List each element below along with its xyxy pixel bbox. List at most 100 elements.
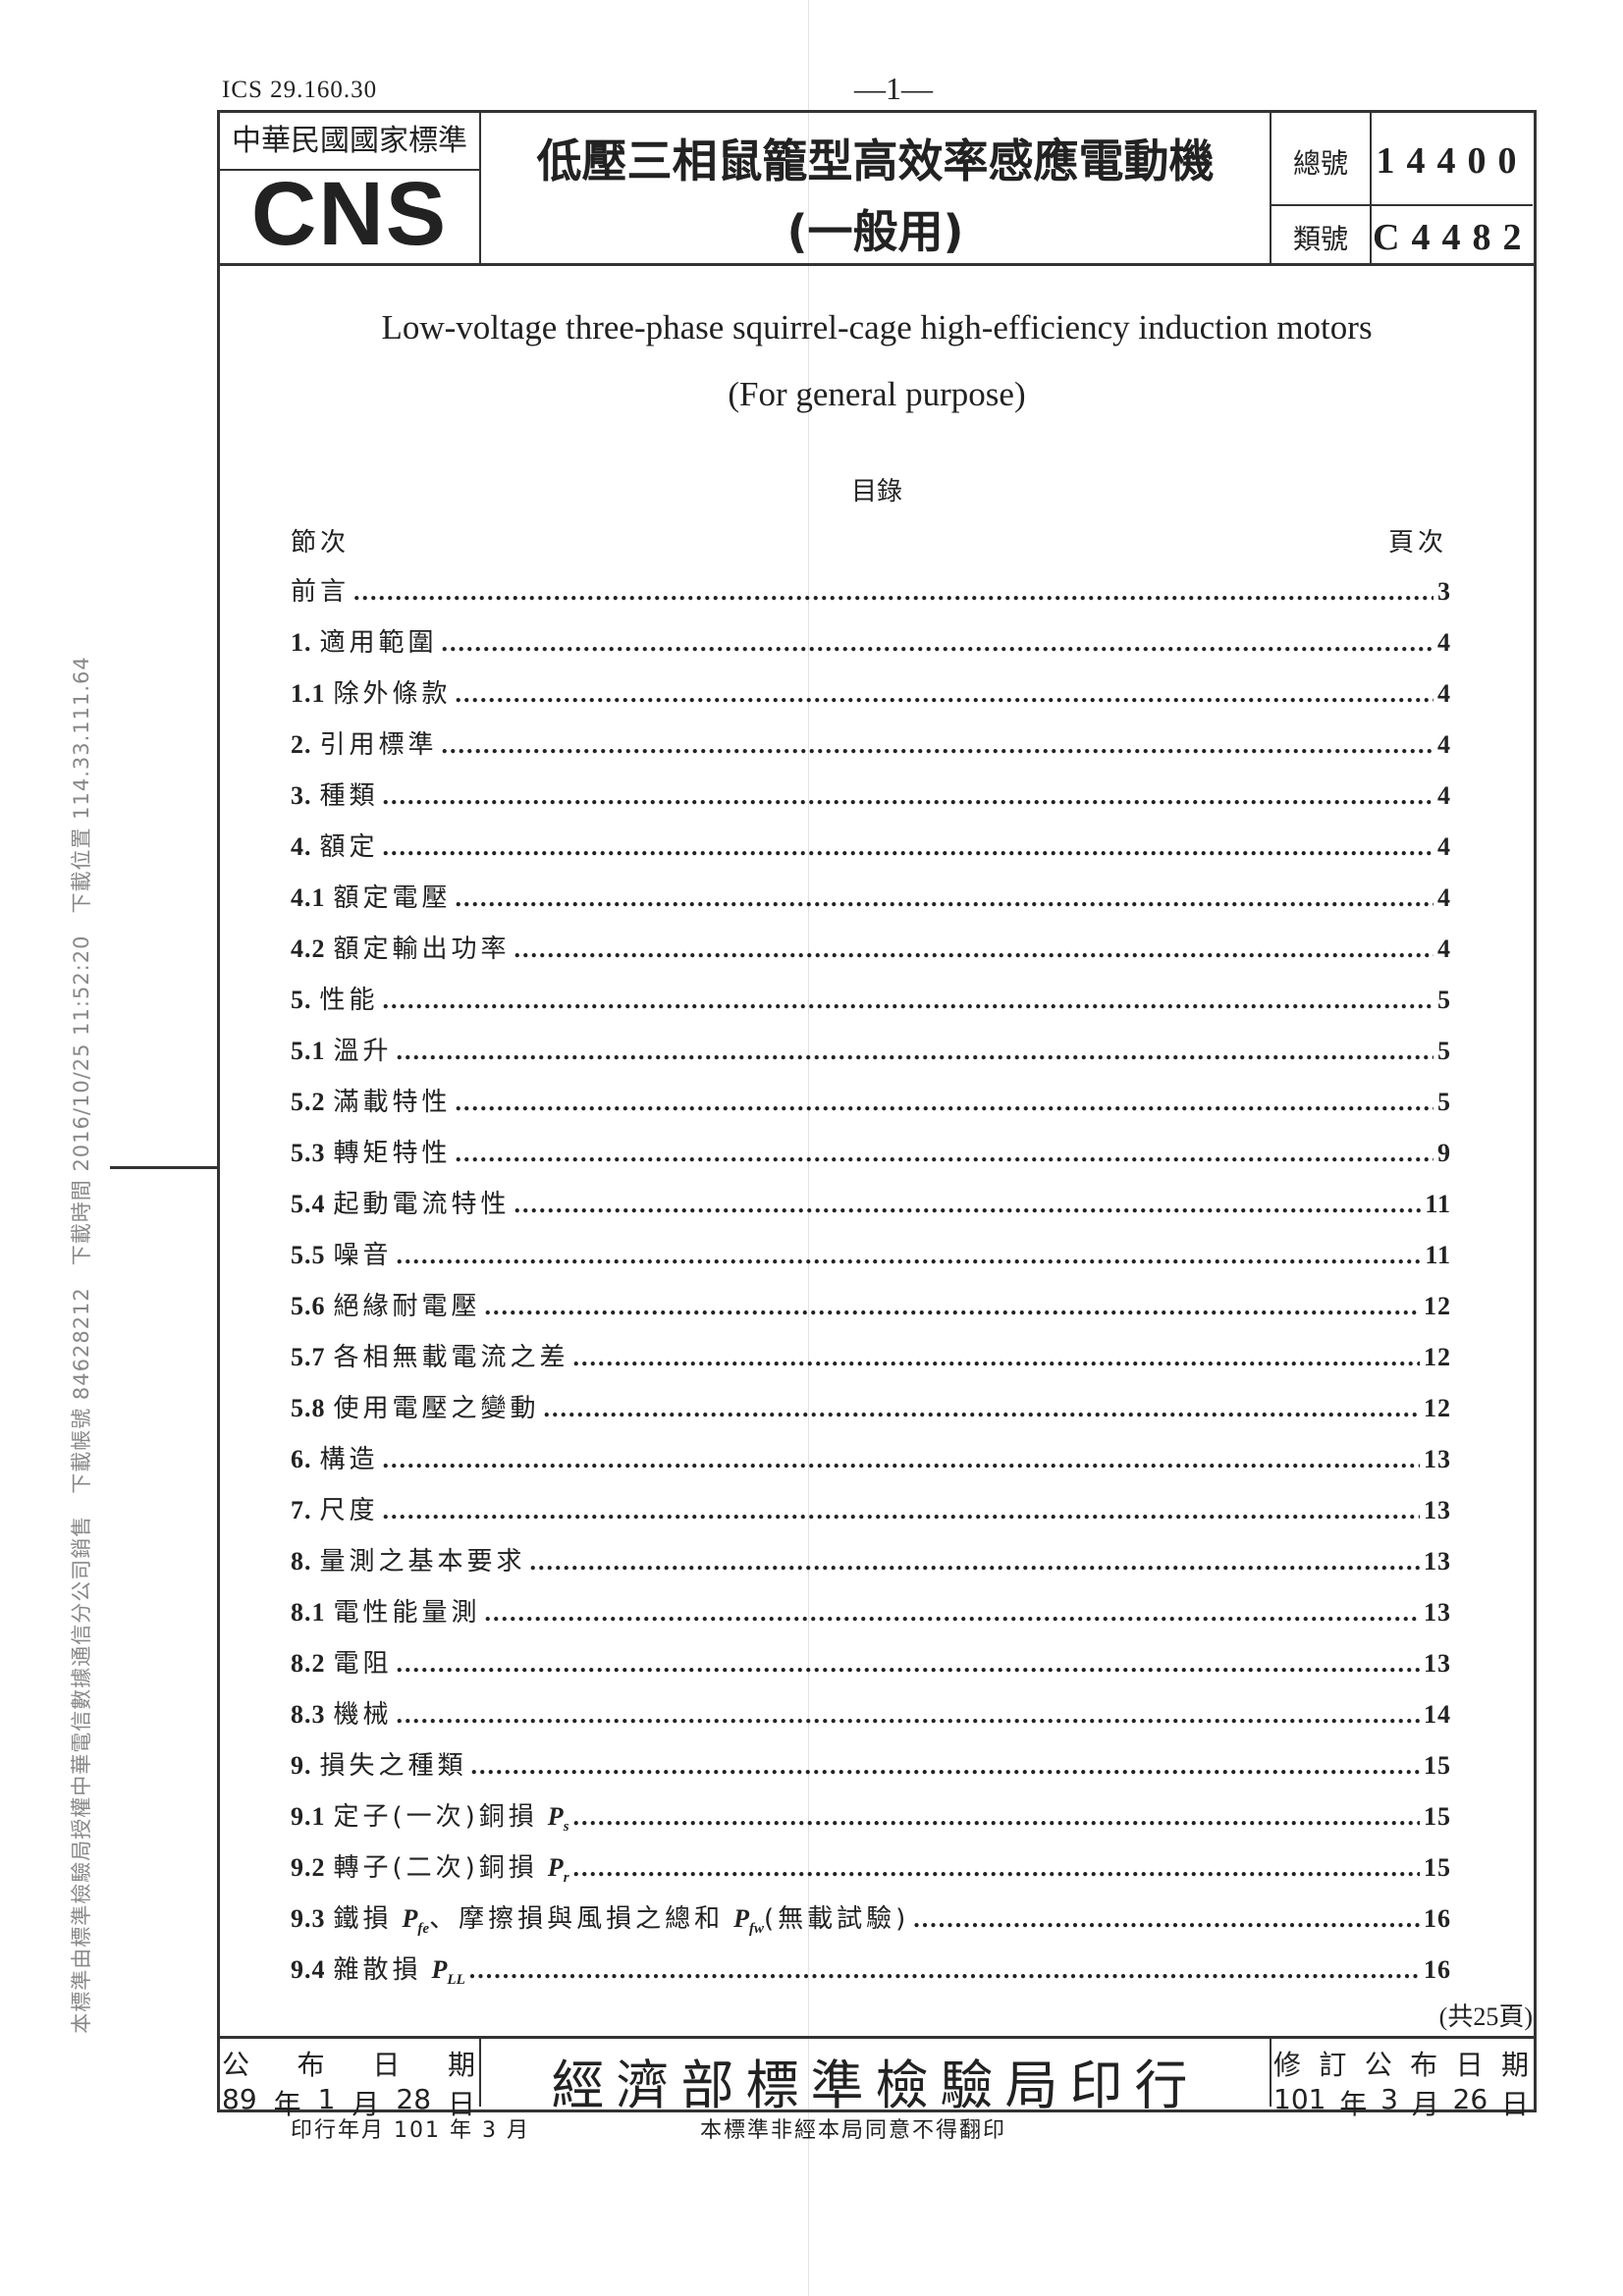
label-char: 期 bbox=[447, 2049, 475, 2081]
symbol: P bbox=[431, 1955, 448, 1984]
toc-item-number: 9.2 bbox=[291, 1853, 326, 1882]
toc-item-number: 5. bbox=[291, 986, 312, 1014]
toc-item[interactable]: 1.適用範圍 4 bbox=[291, 622, 1451, 673]
toc-item[interactable]: 前言 3 bbox=[291, 571, 1451, 622]
toc-item-page: 4 bbox=[1437, 883, 1451, 912]
date-part: 101 bbox=[1273, 2083, 1326, 2115]
toc-item[interactable]: 3.種類 4 bbox=[291, 775, 1451, 827]
publisher: 經濟部標準檢驗局印行 bbox=[551, 2055, 1200, 2116]
dot-leader bbox=[383, 1445, 1420, 1474]
toc-item-number: 8. bbox=[291, 1547, 312, 1575]
toc-item-label: 種類 bbox=[319, 781, 379, 811]
toc-item-label: 絕緣耐電壓 bbox=[333, 1292, 481, 1321]
dot-leader bbox=[573, 1802, 1420, 1832]
toc-item-number: 8.1 bbox=[291, 1598, 326, 1627]
toc-item[interactable]: 6.構造 13 bbox=[291, 1439, 1451, 1490]
toc-item-page: 4 bbox=[1437, 628, 1451, 657]
symbol-subscript: fw bbox=[748, 1921, 764, 1938]
class-number: C4482 bbox=[1373, 217, 1534, 258]
symbol: P bbox=[547, 1853, 564, 1882]
revision-date-label: 修訂公布日期 bbox=[1273, 2044, 1529, 2083]
toc-item-page: 12 bbox=[1424, 1343, 1451, 1371]
symbol-subscript: LL bbox=[447, 1972, 465, 1989]
cns-logo: CNS bbox=[250, 164, 449, 264]
dot-leader bbox=[544, 1394, 1420, 1423]
date-part: 89 bbox=[222, 2083, 257, 2115]
date-part: 28 bbox=[396, 2083, 432, 2115]
toc-item-label: 起動電流特性 bbox=[333, 1190, 511, 1219]
toc-item-page: 5 bbox=[1437, 986, 1451, 1014]
label-char: 期 bbox=[1500, 2049, 1529, 2081]
toc-item-label: 前言 bbox=[291, 577, 351, 607]
toc-item[interactable]: 4.額定 4 bbox=[291, 827, 1451, 878]
toc-item-page: 4 bbox=[1437, 730, 1451, 759]
copyright-notice: 本標準非經本局同意不得翻印 bbox=[700, 2118, 1007, 2143]
header-divider bbox=[217, 263, 1534, 266]
toc-item-page: 4 bbox=[1437, 781, 1451, 810]
symbol-subscript: fe bbox=[417, 1921, 430, 1938]
toc-item-number: 5.3 bbox=[291, 1139, 326, 1167]
toc-item-label: 量測之基本要求 bbox=[319, 1547, 526, 1576]
toc-item-label: 構造 bbox=[319, 1445, 379, 1474]
toc-item[interactable]: 9.2 轉子(二次)銅損 Pr 15 bbox=[291, 1847, 1451, 1898]
toc-item[interactable]: 8.量測之基本要求 13 bbox=[291, 1541, 1451, 1592]
title-line-2: (一般用) bbox=[786, 205, 964, 258]
date-part: 3 bbox=[1380, 2083, 1398, 2115]
toc-item[interactable]: 7.尺度 13 bbox=[291, 1490, 1451, 1541]
toc-item-label: 使用電壓之變動 bbox=[333, 1394, 540, 1423]
toc-item[interactable]: 9.損失之種類 15 bbox=[291, 1745, 1451, 1796]
toc-item-number: 1. bbox=[291, 628, 312, 657]
footer-divider bbox=[1270, 2036, 1271, 2107]
dot-leader bbox=[456, 1088, 1434, 1117]
toc-item[interactable]: 9.3 鐵損 Pfe 、摩擦損與風損之總和 Pfw (無載試驗) 16 bbox=[291, 1898, 1451, 1949]
date-part: 年 bbox=[273, 2088, 301, 2120]
label-char: 訂 bbox=[1319, 2049, 1347, 2081]
header-divider bbox=[1370, 110, 1372, 265]
toc-item[interactable]: 5.5噪音 11 bbox=[291, 1235, 1451, 1286]
toc-item[interactable]: 2.引用標準 4 bbox=[291, 724, 1451, 775]
toc-item[interactable]: 5.性能 5 bbox=[291, 980, 1451, 1031]
total-pages: (共25頁) bbox=[1438, 2002, 1533, 2031]
toc-item[interactable]: 5.1溫升 5 bbox=[291, 1031, 1451, 1082]
toc-item-label: 轉矩特性 bbox=[333, 1139, 452, 1168]
toc-item-number: 5.8 bbox=[291, 1394, 326, 1422]
toc-item-label: 噪音 bbox=[333, 1241, 393, 1270]
toc-item-number: 4. bbox=[291, 832, 312, 861]
title-line-1: 低壓三相鼠籠型高效率感應電動機 bbox=[536, 134, 1215, 187]
toc-item-label: 雜散損 bbox=[333, 1955, 422, 1985]
toc-item[interactable]: 9.4 雜散損 PLL 16 bbox=[291, 1949, 1451, 2001]
date-part: 1 bbox=[317, 2083, 336, 2115]
dot-leader bbox=[456, 1139, 1434, 1168]
toc-item-label: 額定輸出功率 bbox=[333, 934, 511, 964]
dot-leader bbox=[383, 832, 1434, 862]
toc-item[interactable]: 8.2電阻 13 bbox=[291, 1643, 1451, 1694]
publish-date: 89 年 1 月 28 日 bbox=[222, 2083, 475, 2122]
toc-item[interactable]: 8.3機械 14 bbox=[291, 1694, 1451, 1745]
toc-item-label: 鐵損 bbox=[333, 1904, 393, 1934]
symbol-subscript: s bbox=[563, 1819, 569, 1836]
toc-section-header: 節次 bbox=[291, 528, 351, 558]
dot-leader bbox=[573, 1853, 1420, 1883]
publish-date-label: 公布日期 bbox=[222, 2044, 475, 2083]
toc-item-number: 9.1 bbox=[291, 1802, 326, 1831]
dot-leader bbox=[469, 1955, 1420, 1985]
toc-item-page: 4 bbox=[1437, 934, 1451, 963]
binding-mark bbox=[110, 1166, 217, 1169]
toc-item-label: 損失之種類 bbox=[319, 1751, 467, 1781]
toc-item-number: 4.1 bbox=[291, 883, 326, 912]
toc-item-label: 性能 bbox=[319, 986, 379, 1015]
toc-item-number: 5.1 bbox=[291, 1037, 326, 1065]
organization-name: 中華民國國家標準 bbox=[232, 124, 467, 158]
toc-item[interactable]: 9.1 定子(一次)銅損 Ps 15 bbox=[291, 1796, 1451, 1847]
document-title: 低壓三相鼠籠型高效率感應電動機 (一般用) bbox=[481, 126, 1270, 267]
